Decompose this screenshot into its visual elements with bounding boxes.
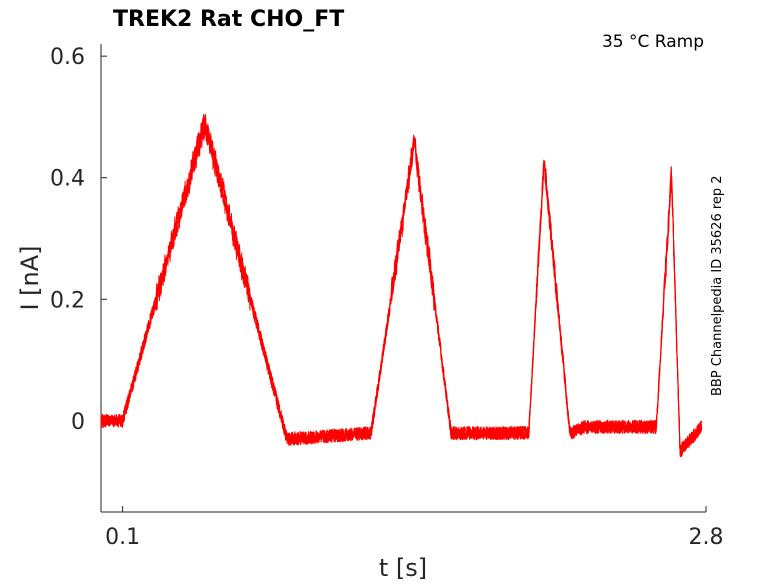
y-tick-label: 0 <box>71 410 85 435</box>
y-tick-label: 0.2 <box>50 288 85 313</box>
series-line <box>100 116 703 458</box>
source-label: BBP Channelpedia ID 35626 rep 2 <box>710 175 725 396</box>
x-axis: 0.1 2.8 <box>105 506 724 550</box>
x-axis-label: t [s] <box>379 554 427 582</box>
series-group <box>100 113 703 458</box>
y-tick-label: 0.4 <box>50 167 85 192</box>
chart-title: TREK2 Rat CHO_FT <box>113 7 344 32</box>
x-tick-label: 2.8 <box>689 525 724 550</box>
y-tick-label: 0.6 <box>50 45 85 70</box>
condition-annotation: 35 °C Ramp <box>602 32 704 52</box>
y-axis-label: I [nA] <box>16 245 44 310</box>
y-axis: 0 0.2 0.4 0.6 <box>50 45 107 435</box>
x-tick-label: 0.1 <box>105 525 140 550</box>
